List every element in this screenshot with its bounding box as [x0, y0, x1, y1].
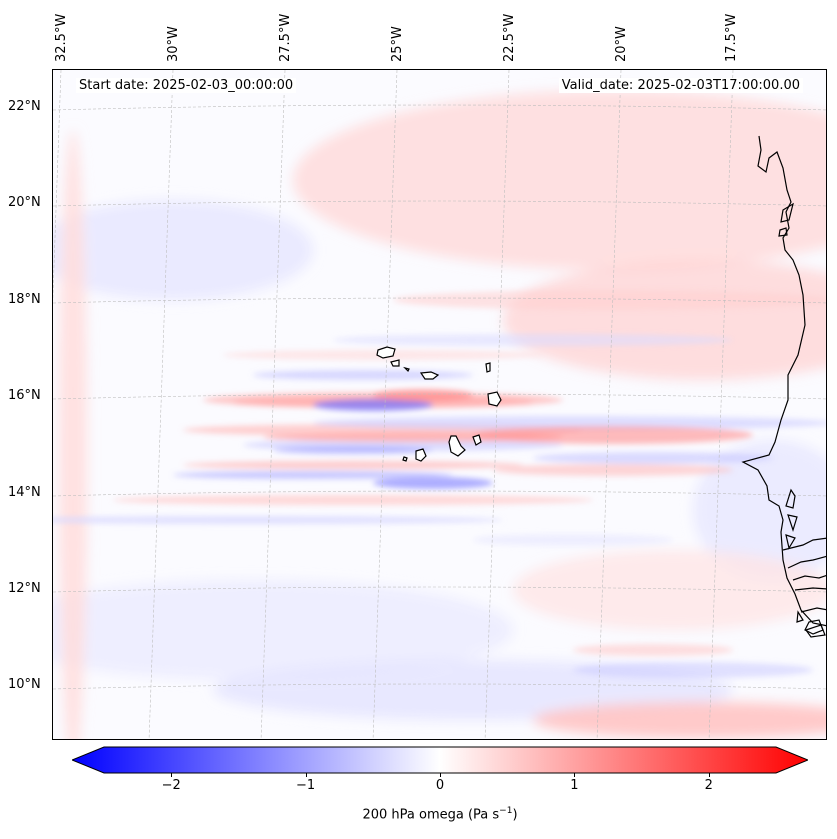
- parallel-line: [53, 200, 826, 207]
- colorbar-tick-label: −1: [296, 778, 316, 793]
- meridian-line: [260, 70, 286, 739]
- longitude-label: 20°W: [614, 26, 629, 62]
- colorbar-tick-mark: [305, 773, 307, 777]
- longitude-label: 17.5°W: [724, 13, 739, 62]
- colorbar-label-text: 200 hPa omega (Pa s: [362, 807, 500, 823]
- colorbar-tick-label: −2: [161, 778, 181, 793]
- colorbar-tick-mark: [440, 773, 441, 777]
- colorbar-tick-mark: [574, 773, 576, 777]
- longitude-label: 27.5°W: [278, 13, 293, 62]
- longitude-label: 30°W: [166, 26, 181, 62]
- latitude-label: 22°N: [8, 99, 41, 114]
- parallel-line: [53, 104, 826, 111]
- colorbar-tick-mark: [708, 773, 710, 777]
- parallel-line: [53, 297, 826, 304]
- latitude-label: 10°N: [8, 677, 41, 692]
- omega-shading-streaks: [53, 290, 826, 678]
- coastline: [741, 135, 826, 638]
- meridian-line: [53, 70, 62, 303]
- parallel-line: [53, 586, 826, 593]
- colorbar: [70, 746, 810, 774]
- colorbar-tick-label: 2: [704, 778, 713, 793]
- valid-date-label: Valid_date: 2025-02-03T17:00:00.00: [558, 78, 803, 93]
- longitude-label: 22.5°W: [502, 13, 517, 62]
- longitude-label: 32.5°W: [54, 13, 69, 62]
- parallel-line: [53, 683, 826, 690]
- latitude-label: 18°N: [8, 292, 41, 307]
- omega-shading-broad: [53, 90, 826, 739]
- latitude-label: 16°N: [8, 388, 41, 403]
- omega-field-map: [53, 70, 826, 739]
- colorbar-label: 200 hPa omega (Pa s−1): [0, 806, 837, 822]
- meridian-line: [596, 70, 622, 739]
- start-date-label: Start date: 2025-02-03_00:00:00: [76, 78, 297, 93]
- meridian-line: [708, 70, 734, 739]
- parallel-line: [53, 393, 826, 400]
- latitude-label: 12°N: [8, 581, 41, 596]
- latitude-label: 20°N: [8, 195, 41, 210]
- colorbar-label-exponent: −1: [499, 806, 513, 816]
- meridian-line: [148, 70, 174, 739]
- latitude-label: 14°N: [8, 485, 41, 500]
- colorbar-tick-label: 0: [435, 778, 445, 793]
- longitude-label: 25°W: [390, 26, 405, 62]
- map-panel: [52, 69, 827, 740]
- colorbar-tick-label: 1: [570, 778, 579, 793]
- colorbar-label-close: ): [512, 807, 518, 823]
- cape-verde-islands: [376, 346, 502, 462]
- colorbar-gradient: [70, 746, 810, 774]
- colorbar-tick-mark: [171, 773, 173, 777]
- parallel-line: [53, 490, 826, 497]
- meridian-line: [372, 70, 398, 739]
